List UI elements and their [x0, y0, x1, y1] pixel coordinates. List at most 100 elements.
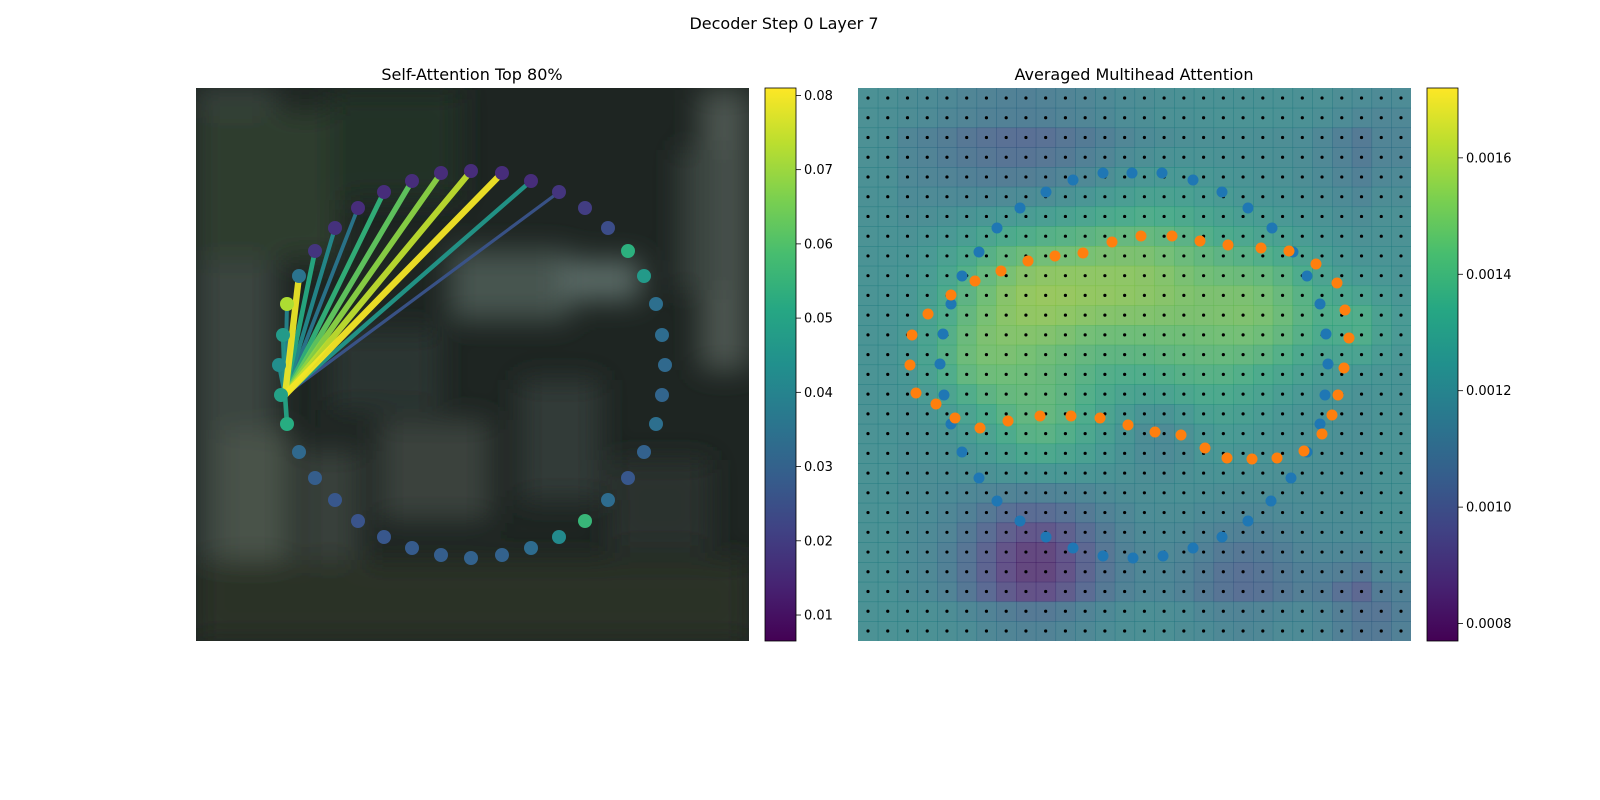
grid-dot: [1300, 333, 1304, 337]
grid-dot: [1182, 116, 1186, 120]
grid-dot: [1123, 609, 1127, 613]
grid-dot: [886, 491, 890, 495]
grid-dot: [984, 471, 989, 475]
grid-dot: [1399, 372, 1403, 376]
ring-point: [328, 493, 342, 507]
grid-dot: [1241, 530, 1245, 534]
grid-dot: [925, 550, 929, 554]
reference-point: [937, 328, 949, 340]
grid-dot: [1162, 372, 1166, 376]
grid-dot: [1162, 609, 1166, 613]
grid-dot: [1004, 550, 1008, 554]
ring-point: [552, 185, 566, 199]
reference-point: [1187, 174, 1199, 186]
predicted-point: [1246, 453, 1258, 465]
reference-point: [1014, 202, 1026, 214]
grid-dot: [1063, 451, 1068, 455]
grid-dot: [1083, 293, 1087, 298]
grid-dot: [1201, 589, 1206, 594]
multihead-colorbar-tick-label: 0.0010: [1466, 501, 1512, 516]
grid-dot: [1379, 234, 1383, 238]
grid-dot: [1123, 254, 1127, 258]
grid-dot: [1399, 254, 1403, 258]
grid-dot: [1399, 550, 1403, 554]
grid-dot: [1162, 116, 1166, 120]
predicted-point: [910, 387, 922, 399]
grid-dot: [1300, 175, 1304, 179]
predicted-point: [1332, 389, 1344, 401]
grid-dot: [984, 155, 989, 159]
ring-point: [274, 388, 288, 402]
grid-dot: [1044, 175, 1048, 179]
grid-dot: [945, 589, 949, 594]
grid-dot: [1182, 510, 1186, 515]
grid-dot: [1280, 313, 1285, 317]
grid-dot: [1399, 135, 1403, 140]
ring-point: [649, 417, 663, 431]
grid-dot: [1261, 234, 1265, 238]
grid-dot: [1359, 96, 1364, 100]
grid-dot: [945, 412, 949, 416]
grid-dot: [1063, 313, 1068, 317]
grid-dot: [1142, 372, 1146, 376]
grid-dot: [1004, 175, 1008, 179]
predicted-point: [1022, 255, 1034, 267]
grid-dot: [1359, 471, 1364, 475]
grid-dot: [1063, 431, 1068, 436]
grid-dot: [1182, 353, 1186, 357]
grid-dot: [1340, 431, 1344, 436]
grid-dot: [1300, 392, 1304, 396]
grid-dot: [1320, 451, 1324, 455]
grid-dot: [1241, 550, 1245, 554]
grid-dot: [1162, 510, 1166, 515]
grid-dot: [965, 589, 969, 594]
grid-dot: [1280, 175, 1285, 179]
grid-dot: [1182, 372, 1186, 376]
ring-point: [351, 201, 365, 215]
ring-point: [655, 328, 669, 342]
grid-dot: [1063, 550, 1068, 554]
grid-dot: [866, 372, 870, 376]
grid-dot: [1300, 353, 1304, 357]
grid-dot: [1241, 313, 1245, 317]
grid-dot: [1340, 372, 1344, 376]
grid-dot: [1280, 116, 1285, 120]
grid-dot: [965, 392, 969, 396]
grid-dot: [1142, 530, 1146, 534]
grid-dot: [1142, 333, 1146, 337]
grid-dot: [1103, 570, 1107, 574]
grid-dot: [1280, 491, 1285, 495]
predicted-point: [1338, 362, 1350, 374]
grid-dot: [1201, 550, 1206, 554]
grid-dot: [1083, 392, 1087, 396]
grid-dot: [905, 510, 910, 515]
grid-dot: [1142, 609, 1146, 613]
grid-dot: [1280, 135, 1285, 140]
grid-dot: [1142, 412, 1146, 416]
grid-dot: [1063, 530, 1068, 534]
grid-dot: [1261, 589, 1265, 594]
grid-dot: [1320, 412, 1324, 416]
grid-dot: [1340, 135, 1344, 140]
grid-dot: [1004, 135, 1008, 140]
grid-dot: [905, 254, 910, 258]
predicted-point: [1222, 239, 1234, 251]
attention-line: [282, 190, 387, 397]
attention-line: [282, 169, 474, 397]
grid-dot: [1320, 155, 1324, 159]
grid-dot: [1241, 609, 1245, 613]
ring-point: [649, 297, 663, 311]
grid-dot: [1044, 451, 1048, 455]
predicted-point: [974, 422, 986, 434]
grid-dot: [945, 629, 949, 633]
grid-dot: [1004, 195, 1008, 199]
grid-dot: [905, 431, 910, 436]
grid-dot: [1340, 609, 1344, 613]
grid-dot: [1379, 451, 1383, 455]
grid-dot: [1261, 313, 1265, 317]
grid-dot: [984, 116, 989, 120]
grid-dot: [1340, 116, 1344, 120]
grid-dot: [1162, 214, 1166, 219]
grid-dot: [1320, 135, 1324, 140]
grid-dot: [1103, 96, 1107, 100]
